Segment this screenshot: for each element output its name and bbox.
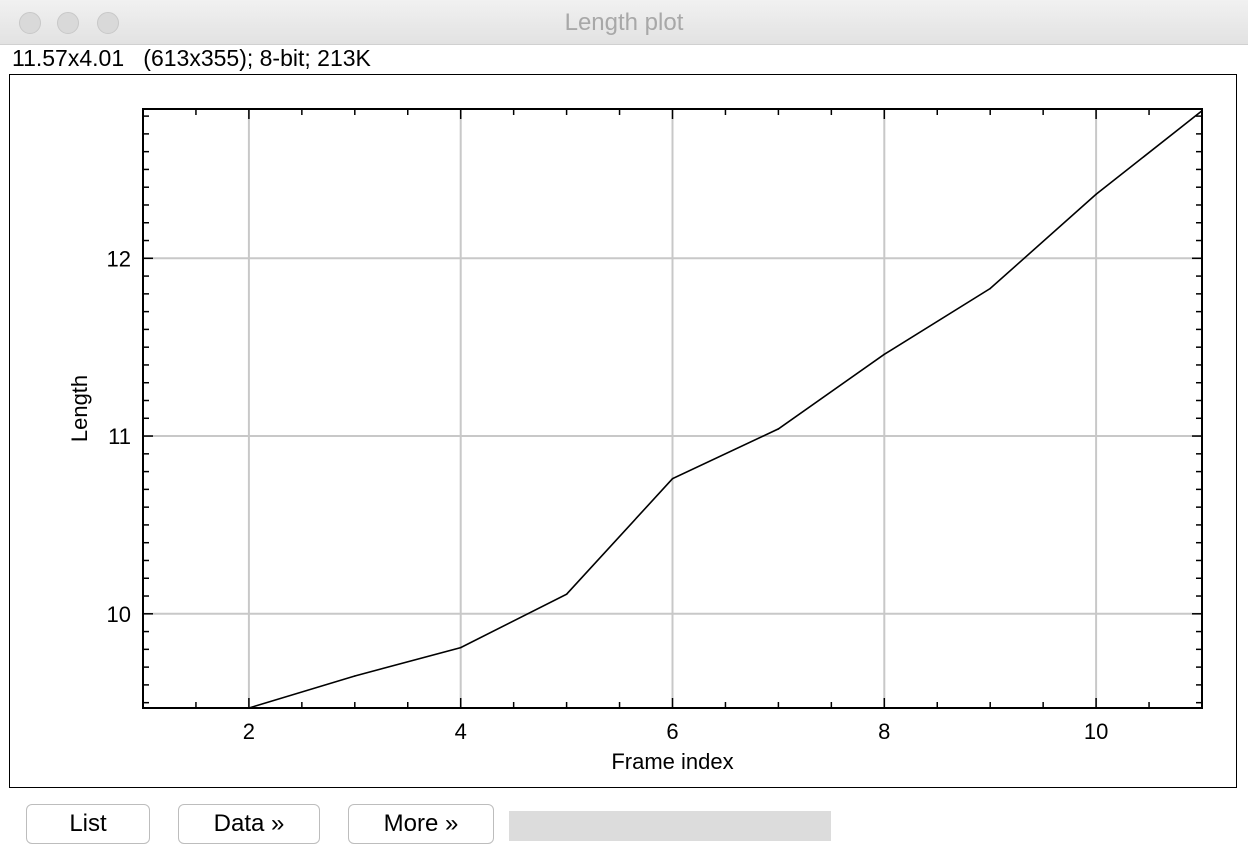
data-point — [459, 646, 462, 649]
data-button[interactable]: Data » — [178, 804, 320, 844]
data-point — [883, 353, 886, 356]
list-button[interactable]: List — [26, 804, 150, 844]
title-bar[interactable]: Length plot — [0, 0, 1248, 45]
y-tick-label: 10 — [107, 602, 131, 627]
image-info-label: 11.57x4.01 (613x355); 8-bit; 213K — [12, 45, 371, 71]
data-point — [989, 287, 991, 290]
y-tick-label: 12 — [107, 246, 131, 271]
x-tick-label: 10 — [1084, 719, 1108, 744]
data-point — [1201, 109, 1203, 112]
close-window-icon[interactable] — [19, 12, 41, 34]
more-button[interactable]: More » — [348, 804, 494, 844]
window-title: Length plot — [564, 9, 684, 36]
progress-bar — [509, 811, 831, 841]
data-point — [354, 675, 356, 677]
data-point — [1095, 193, 1097, 196]
data-point — [777, 428, 780, 430]
minimize-window-icon[interactable] — [57, 12, 79, 34]
y-axis-label: Length — [67, 375, 92, 442]
series-line — [195, 110, 1203, 709]
data-point — [565, 593, 568, 596]
x-axis-label: Frame index — [611, 749, 733, 774]
y-tick-label: 11 — [108, 424, 131, 449]
data-point — [248, 707, 250, 709]
data-point — [195, 707, 197, 709]
plot-area: 2 4 6 8 10 10 11 12 Frame index Length — [67, 108, 1203, 774]
x-tick-label: 6 — [666, 719, 678, 744]
x-tick-label: 4 — [455, 719, 467, 744]
data-point — [671, 477, 674, 480]
plot-panel[interactable]: 2 4 6 8 10 10 11 12 Frame index Length — [9, 74, 1237, 788]
plot-frame — [142, 108, 1203, 709]
x-tick-label: 8 — [878, 719, 890, 744]
zoom-window-icon[interactable] — [97, 12, 119, 34]
length-plot: 2 4 6 8 10 10 11 12 Frame index Length — [67, 108, 1203, 774]
x-tick-label: 2 — [243, 719, 255, 744]
